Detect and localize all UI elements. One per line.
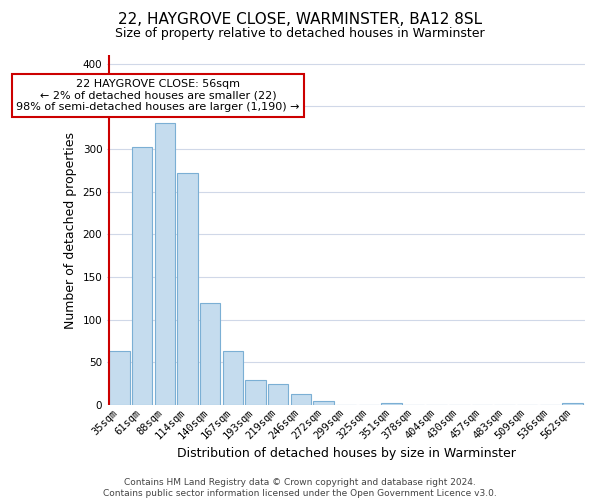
Bar [109,352,130,405]
Bar [268,384,289,405]
Text: Size of property relative to detached houses in Warminster: Size of property relative to detached ho… [115,28,485,40]
Y-axis label: Number of detached properties: Number of detached properties [64,132,77,328]
Bar [155,124,175,405]
Bar [381,404,401,405]
Bar [132,147,152,405]
Bar [290,394,311,405]
Bar [178,173,198,405]
X-axis label: Distribution of detached houses by size in Warminster: Distribution of detached houses by size … [176,447,515,460]
Bar [245,380,266,405]
Text: 22, HAYGROVE CLOSE, WARMINSTER, BA12 8SL: 22, HAYGROVE CLOSE, WARMINSTER, BA12 8SL [118,12,482,28]
Bar [223,352,243,405]
Bar [200,302,220,405]
Bar [562,404,583,405]
Text: Contains HM Land Registry data © Crown copyright and database right 2024.
Contai: Contains HM Land Registry data © Crown c… [103,478,497,498]
Text: 22 HAYGROVE CLOSE: 56sqm
← 2% of detached houses are smaller (22)
98% of semi-de: 22 HAYGROVE CLOSE: 56sqm ← 2% of detache… [16,79,300,112]
Bar [313,401,334,405]
